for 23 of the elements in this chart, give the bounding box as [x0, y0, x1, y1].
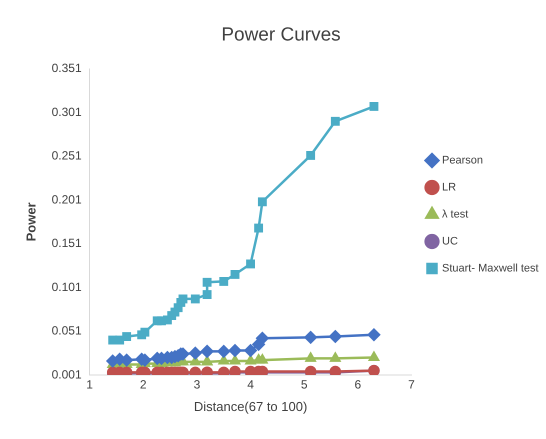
legend-label: LR [442, 182, 456, 194]
y-tick-label: 0.101 [52, 280, 82, 294]
y-tick-label: 0.201 [52, 192, 82, 206]
y-tick-label: 0.001 [52, 367, 82, 382]
legend-label: λ test [442, 208, 468, 221]
y-tick-label: 0.151 [52, 236, 82, 250]
y-tick-label: 0.351 [52, 61, 82, 76]
x-tick-label: 1 [86, 378, 94, 392]
chart-title: Power Curves [221, 24, 341, 46]
x-tick-label: 3 [194, 378, 201, 392]
y-tick-label: 0.301 [52, 104, 82, 119]
x-tick-label: 4 [247, 378, 254, 392]
x-tick-label: 2 [140, 378, 147, 392]
y-axis-title: Power [23, 202, 38, 242]
legend-label: UC [442, 236, 458, 248]
y-tick-label: 0.051 [52, 324, 82, 338]
legend-label: Pearson [442, 154, 483, 167]
x-tick-label: 5 [300, 378, 308, 392]
x-tick-label: 6 [354, 378, 362, 392]
legend-label: Stuart- Maxwell test [442, 262, 539, 275]
x-tick-label: 7 [408, 378, 416, 392]
x-axis-title: Distance(67 to 100) [194, 398, 308, 414]
y-tick-label: 0.251 [52, 148, 82, 163]
